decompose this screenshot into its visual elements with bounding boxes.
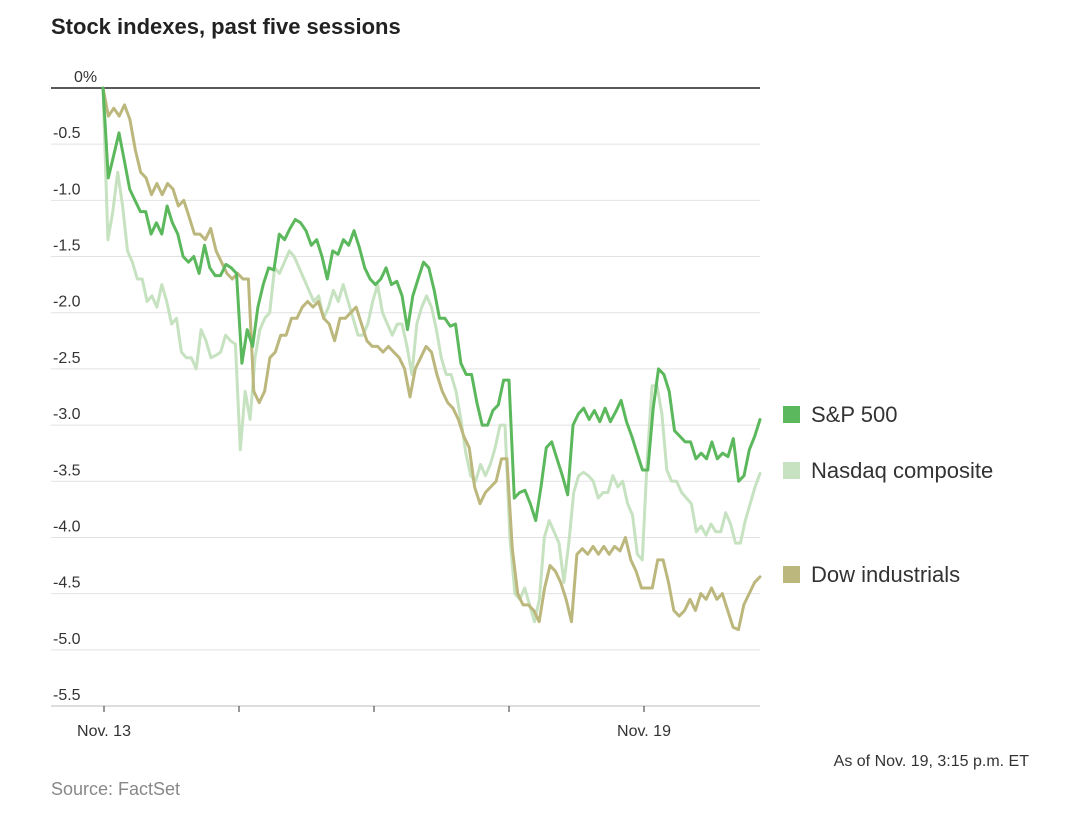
source-note: Source: FactSet: [51, 779, 180, 799]
y-tick-label: -5.0: [53, 631, 81, 648]
y-tick-label: -1.5: [53, 238, 81, 255]
legend-label: Nasdaq composite: [811, 458, 993, 483]
y-tick-label: 0%: [74, 69, 97, 86]
legend-swatch: [783, 462, 800, 479]
y-tick-label: -4.5: [53, 575, 81, 592]
legend-label: Dow industrials: [811, 562, 960, 587]
series-line-nasdaq-composite: [101, 86, 762, 624]
legend-label: S&P 500: [811, 402, 897, 427]
y-tick-label: -4.0: [53, 518, 81, 535]
series-line-s-p-500: [101, 86, 762, 523]
legend-swatch: [783, 566, 800, 583]
y-tick-label: -3.0: [53, 406, 81, 423]
y-tick-label: -2.0: [53, 294, 81, 311]
y-tick-label: -5.5: [53, 687, 81, 704]
as-of-note: As of Nov. 19, 3:15 p.m. ET: [834, 753, 1030, 770]
series-line-dow-industrials: [101, 86, 762, 632]
legend: S&P 500 Nasdaq composite Dow industrials: [783, 402, 993, 587]
y-tick-label: -0.5: [53, 125, 81, 142]
legend-swatch: [783, 406, 800, 423]
y-tick-label: -2.5: [53, 350, 81, 367]
y-tick-label: -3.5: [53, 462, 81, 479]
x-tick-label: Nov. 13: [77, 723, 131, 740]
series-layer: [101, 86, 762, 632]
grid-layer: 0% -0.5 -1.0 -1.5 -2.0 -2.5 -3.0 -3.5 -4.0 -4.5 -5…: [51, 69, 760, 707]
chart-title: Stock indexes, past five sessions: [51, 14, 401, 39]
x-tick-label: Nov. 19: [617, 723, 671, 740]
y-tick-label: -1.0: [53, 181, 81, 198]
x-axis: Nov. 13 Nov. 19: [77, 706, 671, 740]
